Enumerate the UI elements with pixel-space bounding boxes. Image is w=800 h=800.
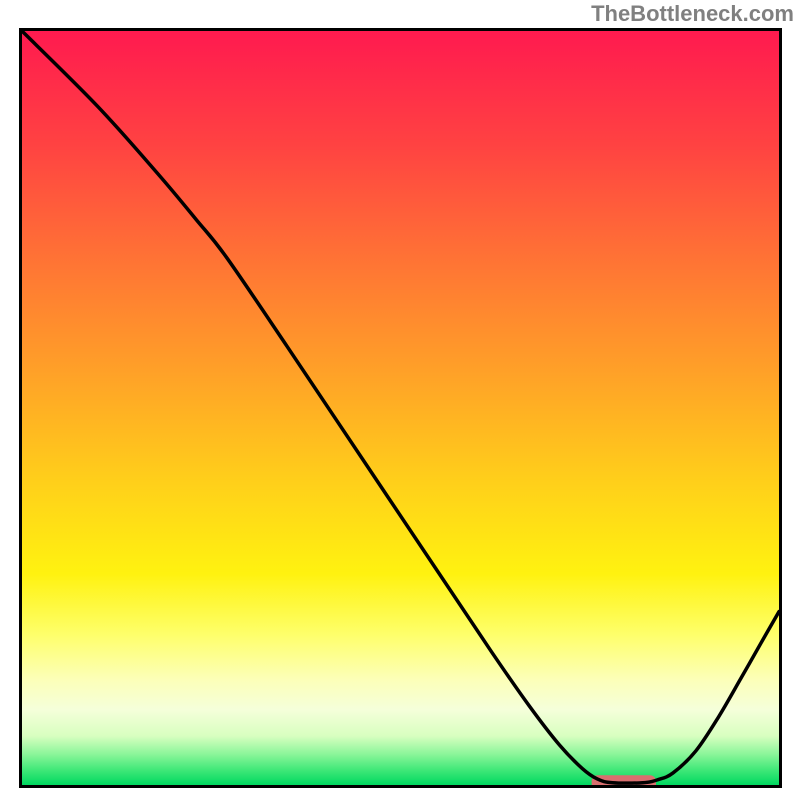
watermark-text: TheBottleneck.com [591, 1, 794, 27]
plot-area [19, 28, 782, 788]
chart-container: TheBottleneck.com [0, 0, 800, 800]
chart-svg [19, 28, 782, 788]
gradient-background [22, 31, 779, 785]
